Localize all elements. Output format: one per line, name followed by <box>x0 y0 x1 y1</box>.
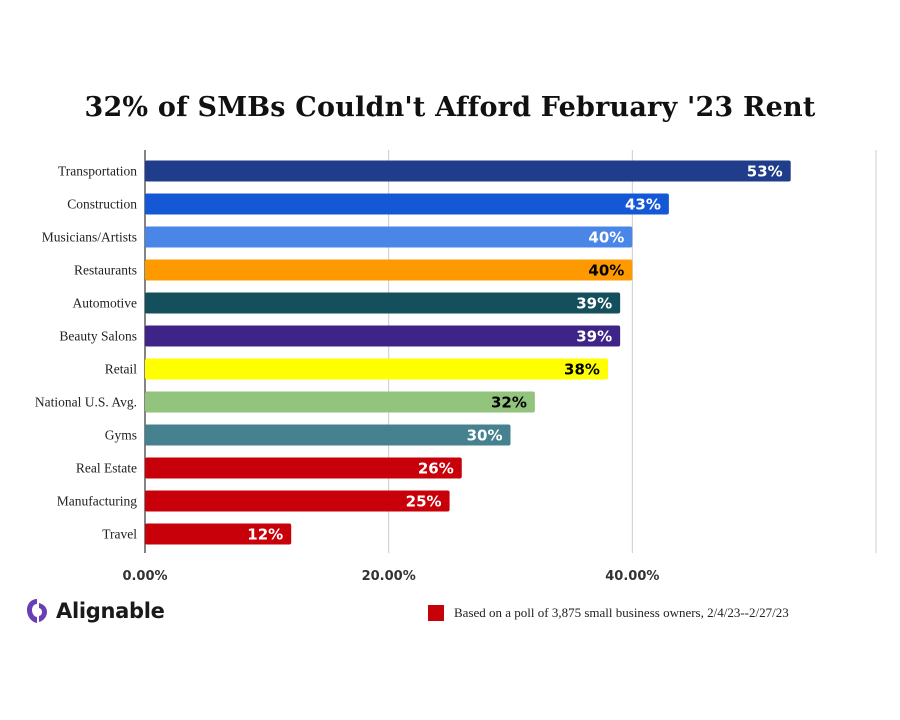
value-label: 26% <box>418 460 454 478</box>
category-label: Restaurants <box>74 263 137 278</box>
bar <box>145 358 608 380</box>
bar <box>145 259 633 281</box>
category-label: Manufacturing <box>57 494 137 509</box>
note-text: Based on a poll of 3,875 small business … <box>454 605 789 620</box>
category-label: Real Estate <box>76 461 137 476</box>
bar <box>145 490 450 512</box>
value-label: 32% <box>491 394 527 412</box>
category-label: Automotive <box>73 296 138 311</box>
bar <box>145 457 462 479</box>
source-note: Based on a poll of 3,875 small business … <box>428 605 789 621</box>
bar <box>145 523 292 545</box>
x-tick-label: 0.00% <box>122 569 167 584</box>
bar <box>145 391 535 413</box>
brand-name: Alignable <box>56 599 165 623</box>
grid-lines <box>144 150 877 553</box>
category-label: Construction <box>67 197 137 212</box>
alignable-logo-icon <box>27 599 47 623</box>
chart-title: 32% of SMBs Couldn't Afford February '23… <box>84 92 816 123</box>
x-tick-label: 20.00% <box>362 569 416 584</box>
category-labels: Transportation Construction Musicians/Arti… <box>35 164 137 542</box>
bar <box>145 160 791 182</box>
x-tick-labels: 0.00% 20.00% 40.00% <box>122 569 659 584</box>
bars <box>145 160 791 545</box>
value-label: 53% <box>747 163 783 181</box>
category-label: Retail <box>105 362 137 377</box>
bar <box>145 292 621 314</box>
value-label: 39% <box>576 328 612 346</box>
bar <box>145 226 633 248</box>
category-label: Gyms <box>105 428 137 443</box>
category-label: National U.S. Avg. <box>35 395 137 410</box>
bar <box>145 424 511 446</box>
category-label: Transportation <box>58 164 137 179</box>
value-label: 39% <box>576 295 612 313</box>
value-label: 38% <box>564 361 600 379</box>
value-label: 25% <box>406 493 442 511</box>
value-labels: 53%43%40%40%39%39%38%32%30%26%25%12% <box>247 163 782 544</box>
value-label: 43% <box>625 196 661 214</box>
note-swatch <box>428 605 444 621</box>
brand: Alignable <box>26 598 165 624</box>
bar <box>145 193 669 215</box>
bar <box>145 325 621 347</box>
category-label: Travel <box>102 527 137 542</box>
value-label: 40% <box>588 262 624 280</box>
category-label: Beauty Salons <box>59 329 137 344</box>
x-tick-label: 40.00% <box>605 569 659 584</box>
value-label: 30% <box>467 427 503 445</box>
value-label: 12% <box>247 526 283 544</box>
category-label: Musicians/Artists <box>42 230 137 245</box>
value-label: 40% <box>588 229 624 247</box>
